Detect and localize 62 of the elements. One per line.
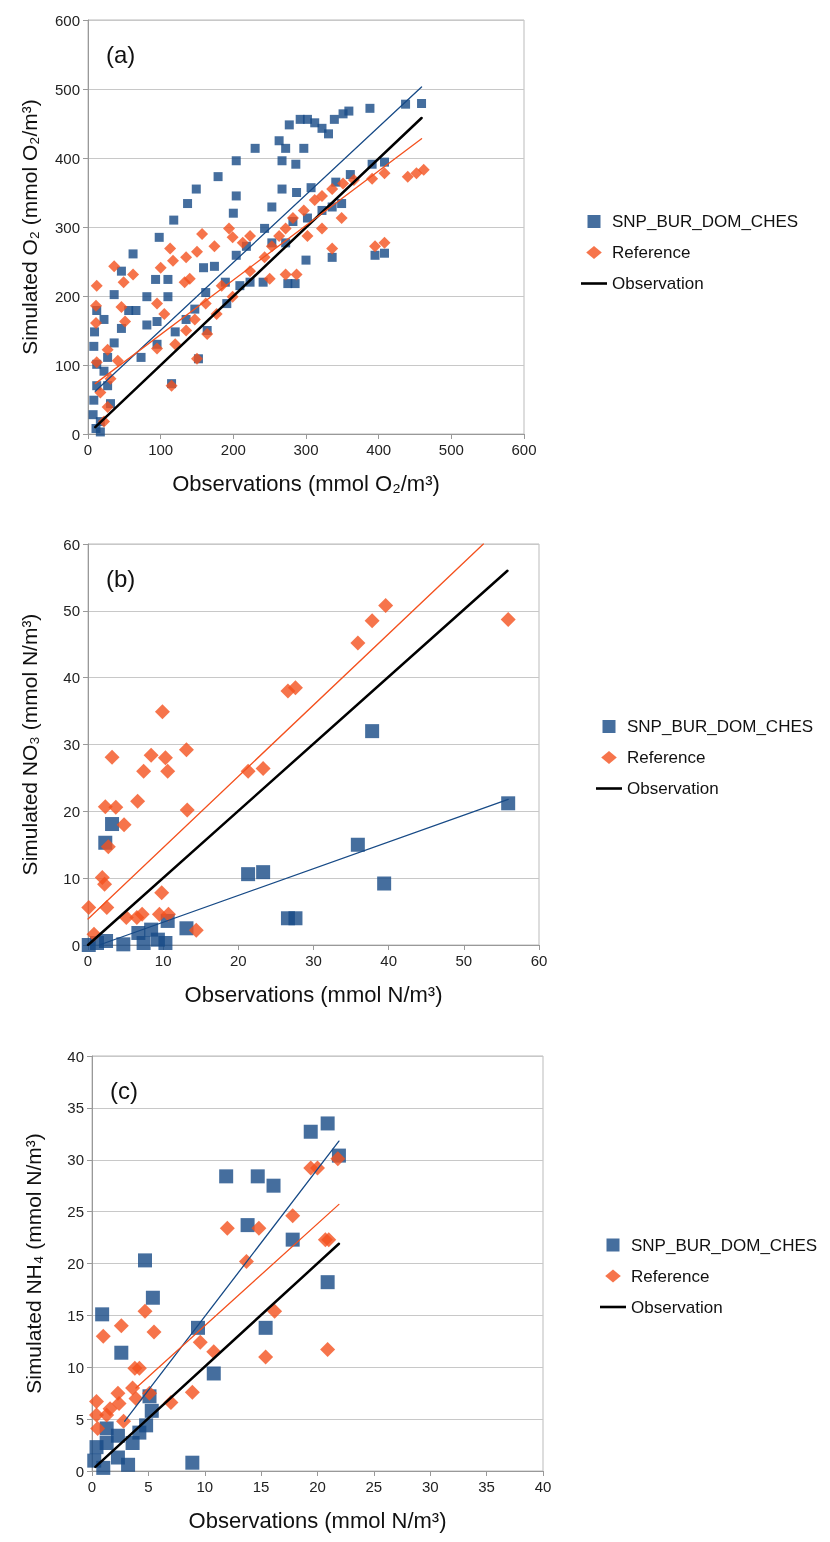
legend-label: Observation <box>631 1297 723 1317</box>
y-tick-label: 30 <box>67 1151 84 1169</box>
x-tick-label: 40 <box>380 952 398 969</box>
x-tick-label: 200 <box>220 441 246 458</box>
x-tick-label: 35 <box>478 1478 495 1495</box>
legend-label: Observation <box>612 274 704 293</box>
y-tick-label: 0 <box>75 1462 84 1480</box>
annotation: (b) <box>106 564 136 592</box>
legend-label: Observation <box>627 779 719 798</box>
y-tick-label: 300 <box>54 218 80 236</box>
x-tick-label: 30 <box>421 1478 439 1495</box>
x-tick-label: 100 <box>148 441 174 458</box>
x-tick-label: 25 <box>365 1478 383 1495</box>
x-tick-label: 500 <box>438 441 464 458</box>
x-tick-label: 20 <box>309 1478 326 1495</box>
x-tick-label: 600 <box>511 441 537 458</box>
y-tick-label: 20 <box>63 802 80 820</box>
x-tick-label: 50 <box>455 952 473 969</box>
y-tick-label: 500 <box>54 80 80 98</box>
legend-label: SNP_BUR_DOM_CHES <box>612 212 799 231</box>
annotation: (c) <box>110 1076 138 1104</box>
y-tick-label: 5 <box>75 1410 84 1428</box>
y-axis-title: Simulated NO₃ (mmol N/m³) <box>18 613 41 876</box>
y-tick-label: 10 <box>67 1358 84 1376</box>
y-tick-label: 15 <box>67 1306 84 1324</box>
y-tick-label: 50 <box>63 602 80 620</box>
annotation: (a) <box>106 40 136 68</box>
y-tick-label: 60 <box>63 535 80 553</box>
y-tick-label: 0 <box>71 936 80 954</box>
legend-label: Reference <box>631 1266 710 1286</box>
y-tick-label: 400 <box>54 149 80 167</box>
y-tick-label: 0 <box>71 425 80 443</box>
y-tick-label: 40 <box>67 1047 84 1065</box>
x-tick-label: 300 <box>293 441 319 458</box>
x-tick-label: 15 <box>252 1478 270 1495</box>
y-axis-title: Simulated NH₄ (mmol N/m³) <box>22 1133 45 1394</box>
x-tick-label: 400 <box>366 441 392 458</box>
legend-label: SNP_BUR_DOM_CHES <box>631 1235 818 1255</box>
y-tick-label: 200 <box>54 287 80 305</box>
x-axis-title: Observations (mmol O₂/m³) <box>172 470 440 496</box>
x-tick-label: 40 <box>534 1478 552 1495</box>
legend-label: Reference <box>627 748 706 767</box>
x-tick-label: 10 <box>196 1478 214 1495</box>
legend-label: SNP_BUR_DOM_CHES <box>627 717 814 736</box>
y-tick-label: 25 <box>67 1203 84 1221</box>
x-axis-title: Observations (mmol N/m³) <box>184 981 443 1007</box>
y-tick-label: 20 <box>67 1255 84 1272</box>
y-tick-label: 600 <box>54 11 80 29</box>
x-tick-label: 10 <box>154 952 172 969</box>
y-tick-label: 30 <box>63 736 80 753</box>
y-tick-label: 100 <box>54 356 80 374</box>
y-axis-title: Simulated O₂ (mmol O₂/m³) <box>18 99 41 355</box>
y-tick-label: 35 <box>67 1099 84 1117</box>
x-tick-label: 30 <box>305 952 322 969</box>
legend-label: Reference <box>612 243 691 262</box>
y-tick-label: 10 <box>63 869 80 887</box>
y-tick-label: 40 <box>63 669 80 687</box>
x-axis-title: Observations (mmol N/m³) <box>188 1507 447 1533</box>
x-tick-label: 60 <box>530 952 548 969</box>
x-tick-label: 0 <box>87 1478 97 1495</box>
x-tick-label: 20 <box>229 952 247 969</box>
x-tick-label: 5 <box>144 1478 153 1495</box>
